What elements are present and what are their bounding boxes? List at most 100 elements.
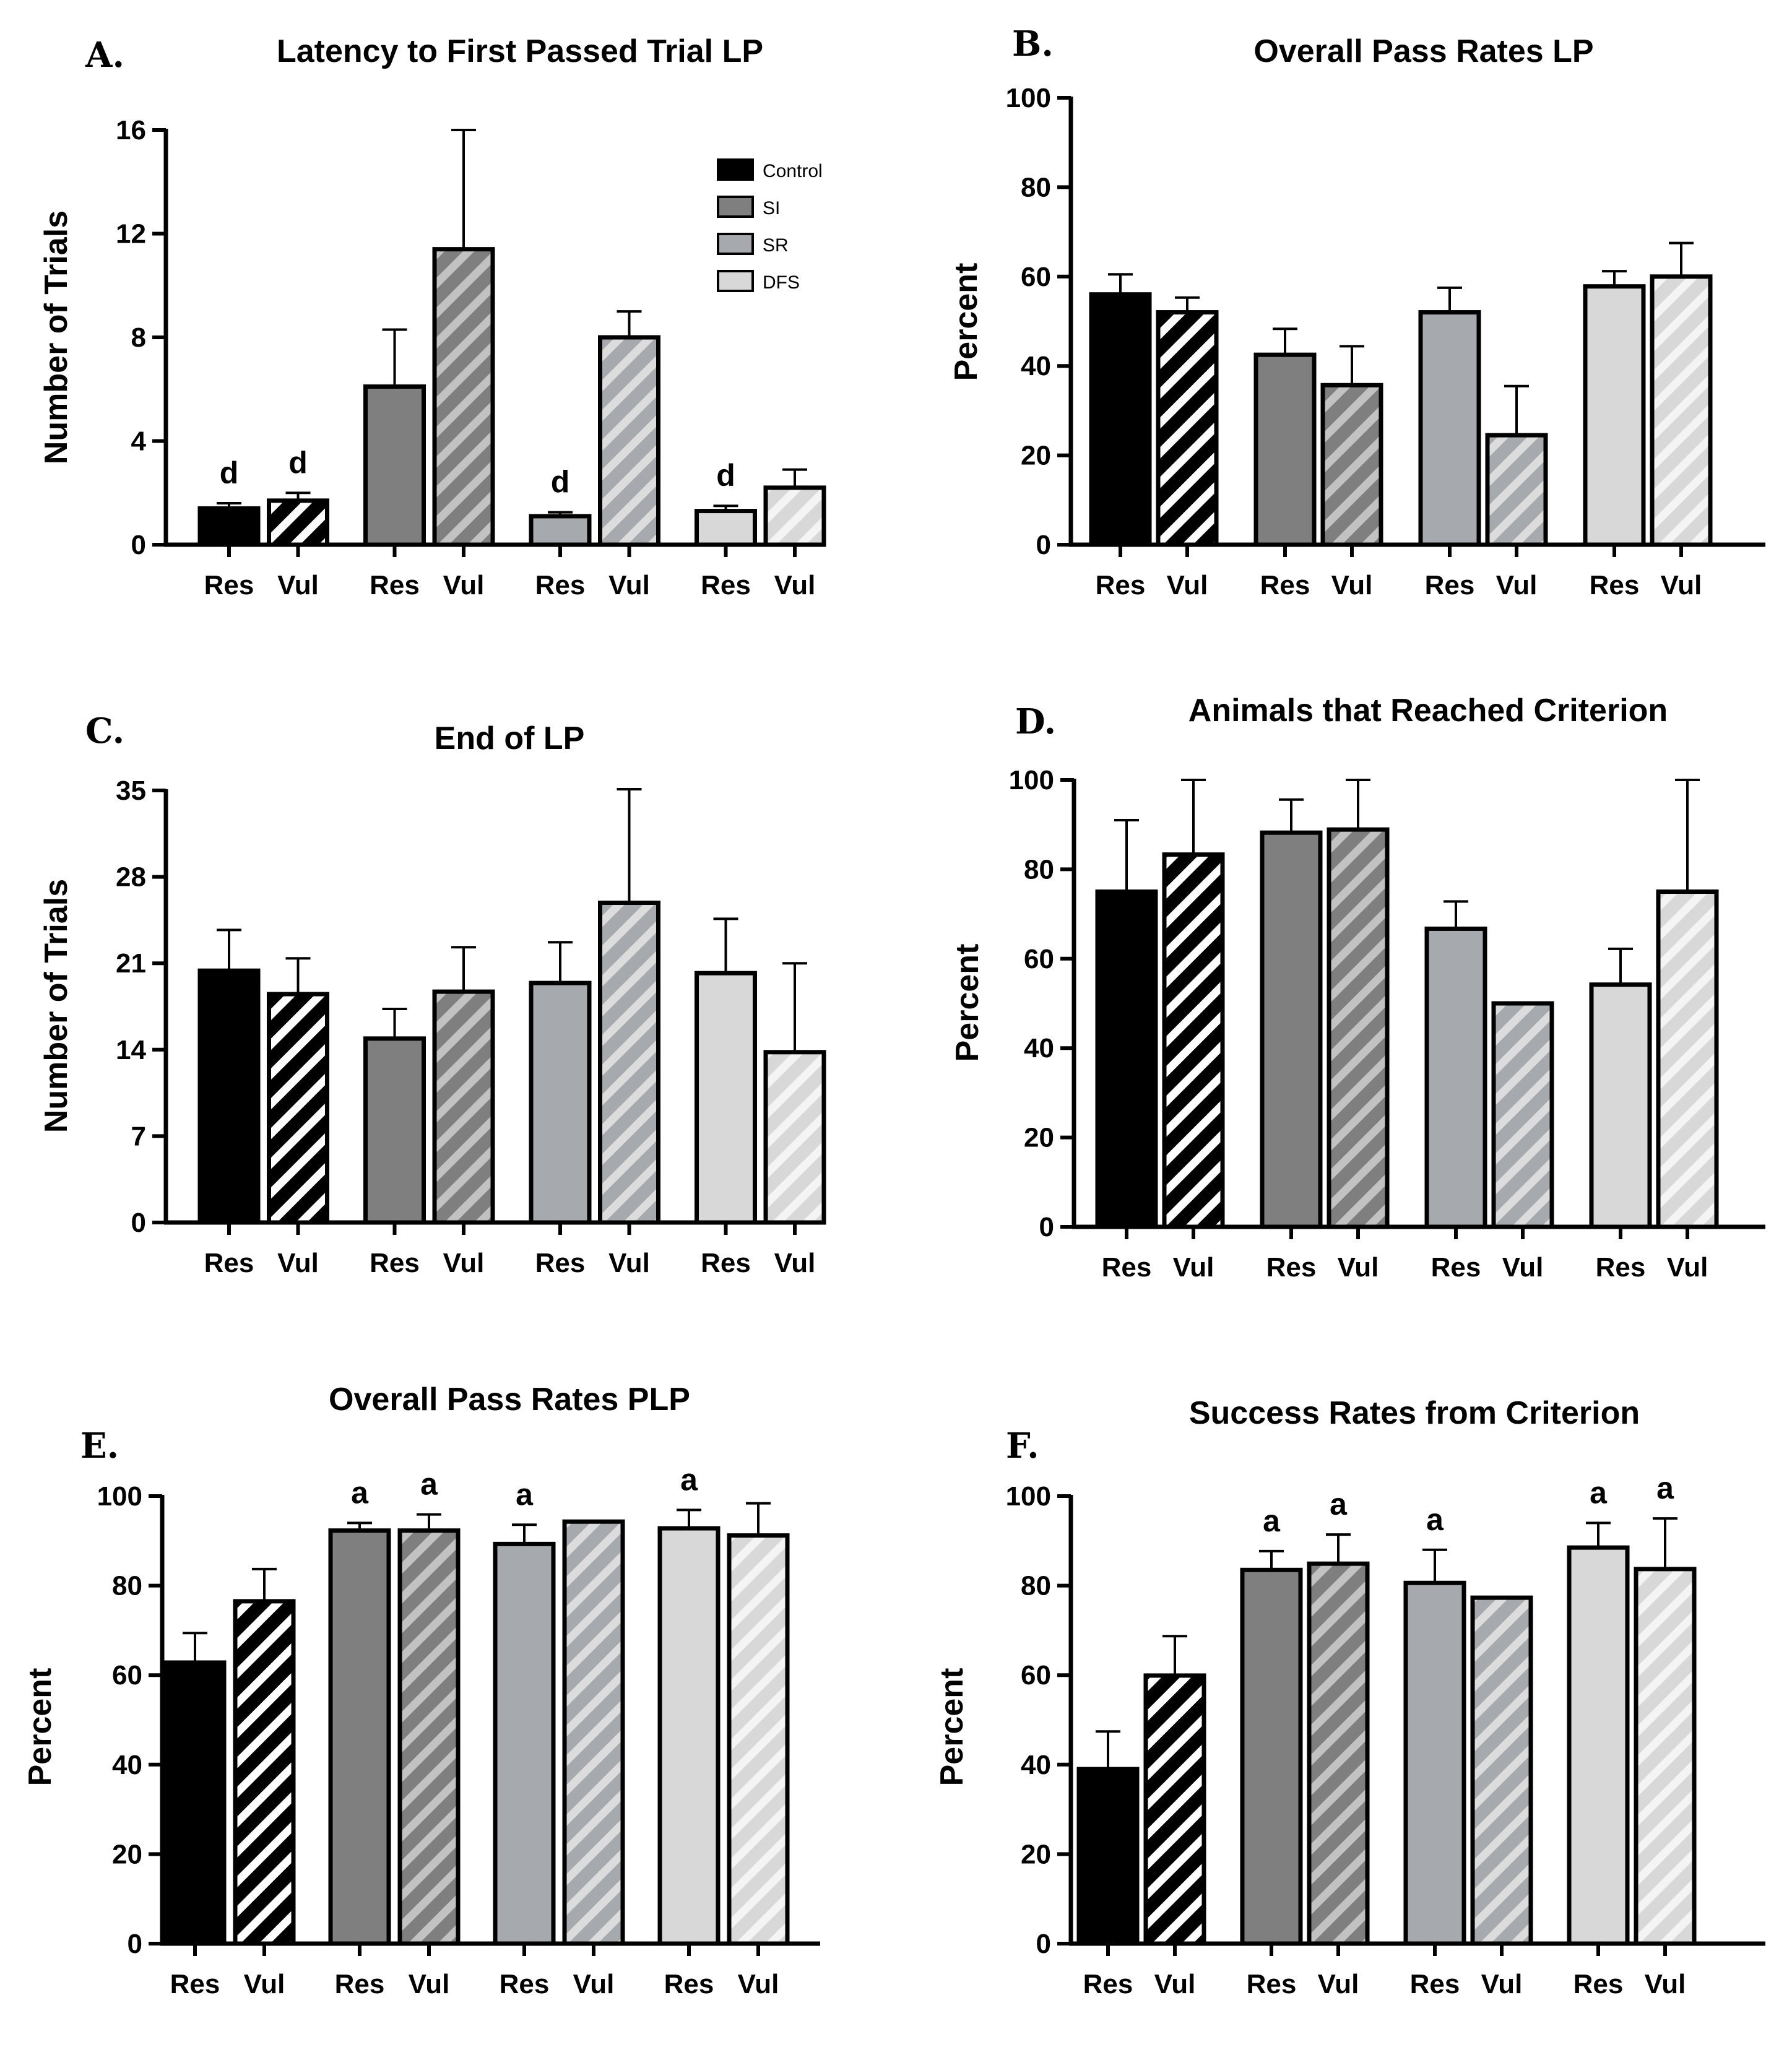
y-tick-label: 80 — [112, 1571, 142, 1601]
x-category-label: Vul — [774, 570, 816, 600]
bar-si-vul — [1320, 383, 1383, 547]
bar-sr-vul — [598, 335, 660, 547]
x-category-label: Res — [1573, 1969, 1624, 1999]
legend-swatch-sr — [717, 233, 754, 255]
panel-letter: E. — [80, 1426, 119, 1466]
x-category-label: Res — [335, 1969, 385, 1999]
x-category-label: Vul — [1338, 1252, 1379, 1283]
y-tick-label: 12 — [116, 219, 146, 249]
bar-dfs-vul — [727, 1533, 790, 1946]
x-category-label: Vul — [608, 1248, 650, 1278]
y-tick-label: 0 — [1036, 1929, 1051, 1959]
x-category-label: Vul — [1667, 1252, 1708, 1283]
x-category-label: Res — [701, 570, 751, 600]
bar-dfs-res — [1589, 982, 1652, 1229]
significance-letter: d — [551, 465, 570, 500]
y-tick-label: 40 — [112, 1750, 142, 1780]
x-category-label: Res — [370, 570, 420, 600]
x-category-label: Vul — [277, 570, 319, 600]
y-tick-label: 80 — [1021, 172, 1051, 202]
bar-si-res — [328, 1528, 391, 1946]
bar-dfs-vul — [763, 485, 826, 547]
y-tick-label: 20 — [1021, 441, 1051, 471]
chart-panel-a: A. Latency to First Passed Trial LP Number… — [38, 33, 826, 600]
legend-label-sr: SR — [763, 235, 789, 256]
significance-letter: a — [516, 1477, 534, 1512]
chart-panel-e: E. Overall Pass Rates PLP Percent 0 20 40 60 80… — [22, 1382, 820, 1999]
legend-swatch-dfs — [717, 270, 754, 292]
x-category-label: Res — [204, 1248, 254, 1278]
bar-sr-res — [1424, 926, 1487, 1229]
significance-letter: a — [1263, 1504, 1281, 1538]
y-tick-label: 21 — [116, 948, 146, 979]
y-tick-label: 0 — [131, 1208, 146, 1238]
x-category-label: Vul — [409, 1969, 450, 1999]
legend-swatch-control — [717, 158, 754, 181]
bar-sr-res — [529, 514, 592, 547]
bar-dfs-res — [657, 1526, 721, 1946]
significance-letter: a — [1590, 1475, 1608, 1510]
y-tick-label: 16 — [116, 115, 146, 145]
significance-letter: a — [1426, 1502, 1444, 1537]
x-category-label: Vul — [1661, 570, 1702, 600]
x-category-label: Vul — [244, 1969, 285, 1999]
y-tick-label: 60 — [112, 1660, 142, 1690]
bar-control-vul — [233, 1599, 296, 1946]
bar-sr-vul — [562, 1519, 625, 1946]
y-tick-label: 20 — [1021, 1839, 1051, 1869]
x-category-label: Res — [1590, 570, 1640, 600]
bar-sr-vul — [1470, 1595, 1533, 1946]
y-axis-label: Percent — [934, 1668, 970, 1786]
y-tick-label: 8 — [131, 322, 146, 353]
significance-letter: a — [1330, 1487, 1348, 1521]
y-tick-label: 100 — [1009, 765, 1054, 795]
significance-letter: a — [680, 1462, 698, 1497]
panel-letter: D. — [1015, 701, 1056, 742]
significance-letter: d — [716, 458, 735, 493]
bar-dfs-vul — [763, 1050, 826, 1225]
bar-si-vul — [432, 989, 495, 1225]
y-tick-label: 28 — [116, 862, 146, 893]
x-category-label: Vul — [1502, 1252, 1544, 1283]
bar-si-res — [1253, 352, 1317, 547]
y-axis-label: Percent — [22, 1668, 58, 1786]
y-tick-label: 80 — [1024, 854, 1054, 885]
chart-title: Overall Pass Rates PLP — [329, 1382, 690, 1417]
x-category-label: Vul — [443, 570, 485, 600]
y-tick-label: 40 — [1021, 1750, 1051, 1780]
bar-si-res — [363, 384, 426, 547]
x-category-label: Res — [1260, 570, 1310, 600]
x-category-label: Vul — [1154, 1969, 1196, 1999]
x-category-label: Vul — [774, 1248, 816, 1278]
y-tick-label: 14 — [116, 1035, 146, 1065]
x-category-label: Res — [1431, 1252, 1481, 1283]
y-tick-label: 0 — [131, 530, 146, 560]
y-tick-label: 0 — [128, 1929, 142, 1959]
legend-label-si: SI — [763, 198, 780, 219]
x-category-label: Res — [1247, 1969, 1297, 1999]
x-category-label: Vul — [1167, 570, 1208, 600]
bar-sr-res — [493, 1541, 556, 1946]
y-tick-label: 60 — [1021, 262, 1051, 292]
x-category-label: Res — [535, 1248, 586, 1278]
bar-control-res — [163, 1660, 227, 1946]
bar-sr-res — [1418, 310, 1481, 547]
y-axis-label: Number of Trials — [38, 210, 74, 464]
x-category-label: Vul — [738, 1969, 779, 1999]
bar-sr-res — [1403, 1580, 1466, 1946]
bar-dfs-vul — [1656, 889, 1719, 1229]
panel-letter: B. — [1012, 24, 1054, 64]
x-category-label: Vul — [1496, 570, 1538, 600]
y-axis-label: Number of Trials — [38, 879, 74, 1133]
bar-dfs-res — [1567, 1545, 1630, 1946]
bar-sr-vul — [1485, 433, 1548, 547]
bar-si-vul — [1327, 827, 1390, 1229]
bar-si-res — [1240, 1567, 1303, 1946]
bar-sr-vul — [598, 900, 660, 1225]
y-tick-label: 4 — [131, 426, 147, 457]
x-category-label: Vul — [1645, 1969, 1686, 1999]
x-category-label: Res — [1410, 1969, 1460, 1999]
y-tick-label: 80 — [1021, 1571, 1051, 1601]
bar-control-vul — [267, 992, 329, 1225]
